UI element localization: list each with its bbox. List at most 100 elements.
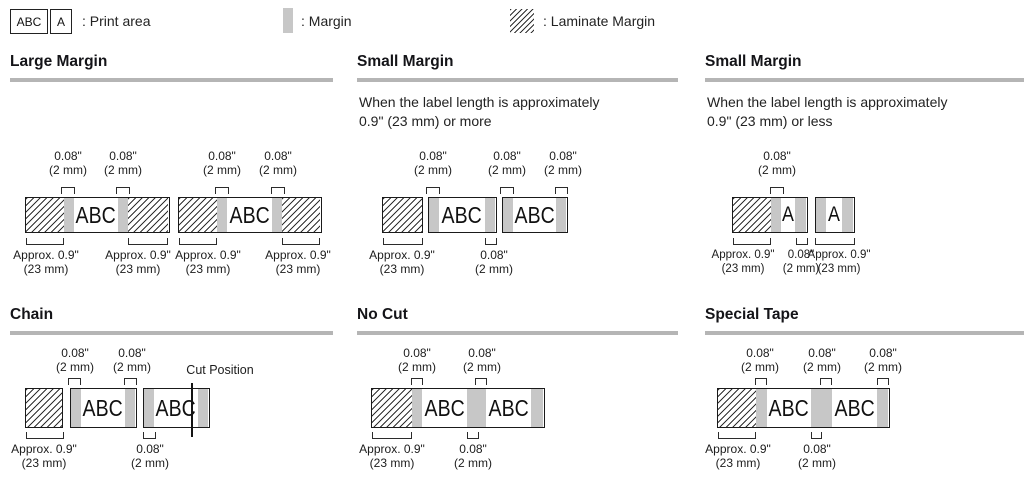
dim-bracket-bottom — [26, 238, 64, 245]
panel-subtitle: When the label length is approximately 0… — [707, 94, 948, 129]
print-area-segment: ABC — [513, 198, 556, 232]
print-area-segment: ABC — [74, 198, 118, 232]
tape-strip: A — [732, 197, 808, 233]
legend-print-area-a-swatch: A — [50, 9, 72, 34]
panel-title-no-cut: No Cut — [357, 306, 408, 323]
tape-strip: ABC — [25, 197, 170, 233]
cut-position-line — [191, 383, 193, 437]
tape-strip: ABC ABC — [371, 388, 545, 428]
tape-strip: ABC — [143, 388, 210, 428]
panel-title-large-margin: Large Margin — [10, 53, 108, 70]
print-area-segment: A — [826, 198, 842, 232]
margin-segment — [118, 198, 128, 232]
laminate-margin-segment — [26, 198, 64, 232]
margin-segment — [771, 198, 781, 232]
margin-segment — [412, 389, 422, 427]
dim-bracket-bottom — [26, 432, 64, 439]
print-area-segment: ABC — [422, 389, 467, 427]
legend-a-text: A — [56, 14, 65, 29]
dim-bracket-bottom — [815, 238, 855, 245]
margin-segment — [503, 198, 513, 232]
margin-segment — [272, 198, 282, 232]
dim-laminate-bottom: Approx. 0.9" (23 mm) — [705, 442, 771, 470]
dim-margin-top: 0.08" (2 mm) — [544, 149, 582, 177]
legend-print-area-label: : Print area — [82, 13, 151, 29]
print-area-segment: ABC — [227, 198, 272, 232]
dim-laminate-bottom: Approx. 0.9" (23 mm) — [175, 248, 241, 276]
legend-print-area-abc-swatch: ABC — [10, 9, 48, 34]
dim-bracket-top — [124, 378, 137, 385]
panel-small-margin-less: Small Margin When the label length is ap… — [705, 53, 1024, 303]
legend-laminate-margin-swatch — [510, 9, 534, 33]
dim-bracket-bottom — [811, 432, 822, 439]
legend-abc-text: ABC — [16, 14, 42, 29]
laminate-margin-segment — [128, 198, 168, 232]
title-underline — [705, 78, 1024, 82]
print-area-segment: ABC — [81, 389, 125, 427]
dim-bracket-top — [555, 187, 568, 194]
laminate-margin-segment — [718, 389, 756, 427]
dim-bracket-top — [215, 187, 229, 194]
dim-bracket-bottom — [179, 238, 217, 245]
dim-margin-bottom: 0.08" (2 mm) — [782, 249, 820, 275]
laminate-margin-segment — [179, 198, 217, 232]
dim-bracket-top — [426, 187, 440, 194]
dim-margin-top: 0.08" (2 mm) — [803, 346, 841, 374]
panel-title-small-margin: Small Margin — [357, 53, 454, 70]
dim-bracket-top — [271, 187, 285, 194]
dim-laminate-bottom: Approx. 0.9" (23 mm) — [105, 248, 171, 276]
dim-margin-bottom: 0.08" (2 mm) — [798, 442, 836, 470]
dim-bracket-bottom — [733, 238, 771, 245]
dim-bracket-top — [820, 378, 832, 385]
dim-margin-top: 0.08" (2 mm) — [864, 346, 902, 374]
dim-margin-top: 0.08" (2 mm) — [104, 149, 142, 177]
dim-bracket-bottom — [796, 238, 808, 245]
tape-strip: ABC — [70, 388, 137, 428]
margin-segment — [64, 198, 74, 232]
margin-segment — [217, 198, 227, 232]
dim-bracket-top — [770, 187, 784, 194]
margin-segment — [71, 389, 81, 427]
margin-segment — [531, 389, 543, 427]
panel-no-cut: No Cut 0.08" (2 mm) 0.08" (2 mm) ABC ABC A… — [357, 306, 678, 479]
margin-segment — [756, 389, 767, 427]
dim-margin-top: 0.08" (2 mm) — [741, 346, 779, 374]
dim-bracket-top — [411, 378, 423, 385]
panel-special-tape: Special Tape 0.08" (2 mm) 0.08" (2 mm) 0.0… — [705, 306, 1024, 479]
title-underline — [10, 331, 333, 335]
dim-laminate-bottom: Approx. 0.9" (23 mm) — [369, 248, 435, 276]
tape-strip: ABC — [502, 197, 568, 233]
margin-segment — [811, 389, 832, 427]
title-underline — [10, 78, 333, 82]
margin-segment — [795, 198, 806, 232]
margin-segment — [877, 389, 888, 427]
laminate-margin-segment — [733, 198, 771, 232]
dim-margin-top: 0.08" (2 mm) — [398, 346, 436, 374]
dim-bracket-top — [500, 187, 514, 194]
dim-bracket-bottom — [282, 238, 320, 245]
margin-segment — [556, 198, 566, 232]
panel-small-margin-more: Small Margin When the label length is ap… — [357, 53, 678, 303]
dim-margin-top: 0.08" (2 mm) — [113, 346, 151, 374]
dim-bracket-bottom — [128, 238, 168, 245]
margin-segment — [816, 198, 826, 232]
dim-bracket-top — [68, 378, 81, 385]
panel-title-special-tape: Special Tape — [705, 306, 799, 323]
legend-margin-swatch — [283, 8, 293, 33]
margin-segment — [467, 389, 486, 427]
title-underline — [357, 331, 678, 335]
dim-bracket-top — [755, 378, 767, 385]
dim-margin-bottom: 0.08" (2 mm) — [475, 248, 513, 276]
print-area-segment: ABC — [832, 389, 877, 427]
dim-margin-top: 0.08" (2 mm) — [49, 149, 87, 177]
laminate-margin-block — [382, 197, 423, 233]
title-underline — [357, 78, 678, 82]
margin-segment — [144, 389, 154, 427]
legend-margin-label: : Margin — [301, 13, 352, 29]
tape-strip: ABC — [428, 197, 497, 233]
panel-subtitle: When the label length is approximately 0… — [359, 94, 600, 129]
dim-laminate-bottom: Approx. 0.9" (23 mm) — [807, 249, 871, 275]
cut-position-label: Cut Position — [186, 363, 254, 377]
margin-segment — [842, 198, 853, 232]
dim-margin-bottom: 0.08" (2 mm) — [131, 442, 169, 470]
